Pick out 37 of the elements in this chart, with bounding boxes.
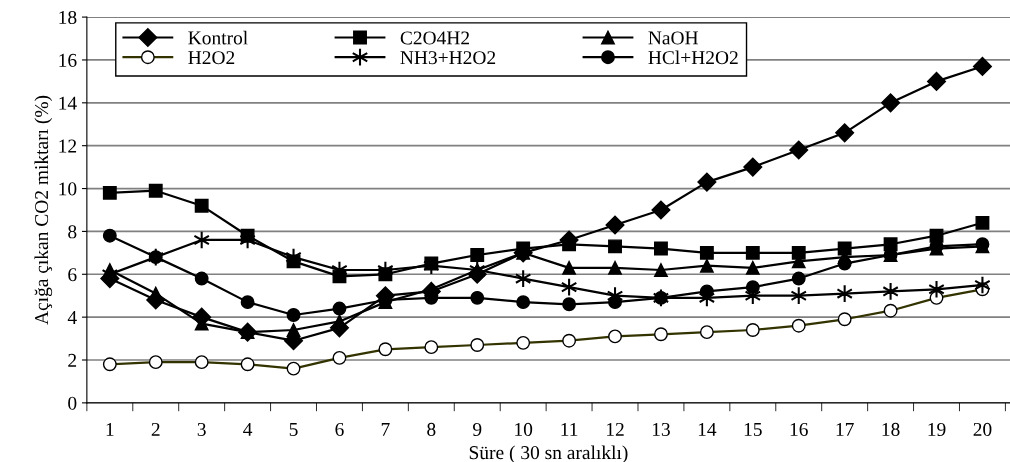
y-tick-label: 6 [68,268,77,282]
x-tick-label: 3 [197,422,206,436]
x-tick-label: 2 [151,422,160,436]
legend-label: NaOH [648,31,699,45]
y-axis-title: Açığa çıkan CO2 miktarı (%) [34,95,53,325]
legend-label: HCl+H2O2 [648,50,738,65]
x-tick-label: 8 [427,422,436,436]
y-tick-label: 18 [59,10,77,25]
x-tick-label: 9 [473,422,482,436]
x-tick-label: 12 [607,422,624,436]
x-tick-label: 17 [836,422,854,436]
y-tick-label: 4 [67,311,77,324]
y-tick-label: 2 [68,353,77,367]
x-tick-label: 5 [289,423,298,436]
x-tick-label: 11 [561,422,578,436]
x-tick-label: 6 [335,422,344,436]
legend-label: Kontrol [188,30,248,45]
y-tick-label: 0 [68,396,77,410]
x-tick-label: 10 [515,422,533,436]
x-tick-label: 14 [698,422,717,436]
x-tick-label: 20 [973,422,992,436]
y-tick-label: 14 [59,96,77,110]
y-tick-label: 12 [59,139,77,153]
x-tick-label: 18 [882,422,900,436]
y-tick-label: 10 [59,182,77,196]
legend-label: NH3+H2O2 [400,51,496,65]
x-tick-label: 13 [652,422,670,436]
x-tick-label: 19 [928,422,946,436]
legend-label: H2O2 [188,51,235,65]
y-tick-label: 16 [59,53,77,67]
x-tick-label: 4 [243,423,253,436]
x-tick-label: 16 [790,422,808,436]
y-tick-label: 8 [68,225,77,239]
legend-label: C2O4H2 [400,31,470,45]
x-tick-label: 7 [381,423,390,436]
x-tick-label: 1 [106,422,114,436]
x-tick-label: 15 [744,422,762,436]
